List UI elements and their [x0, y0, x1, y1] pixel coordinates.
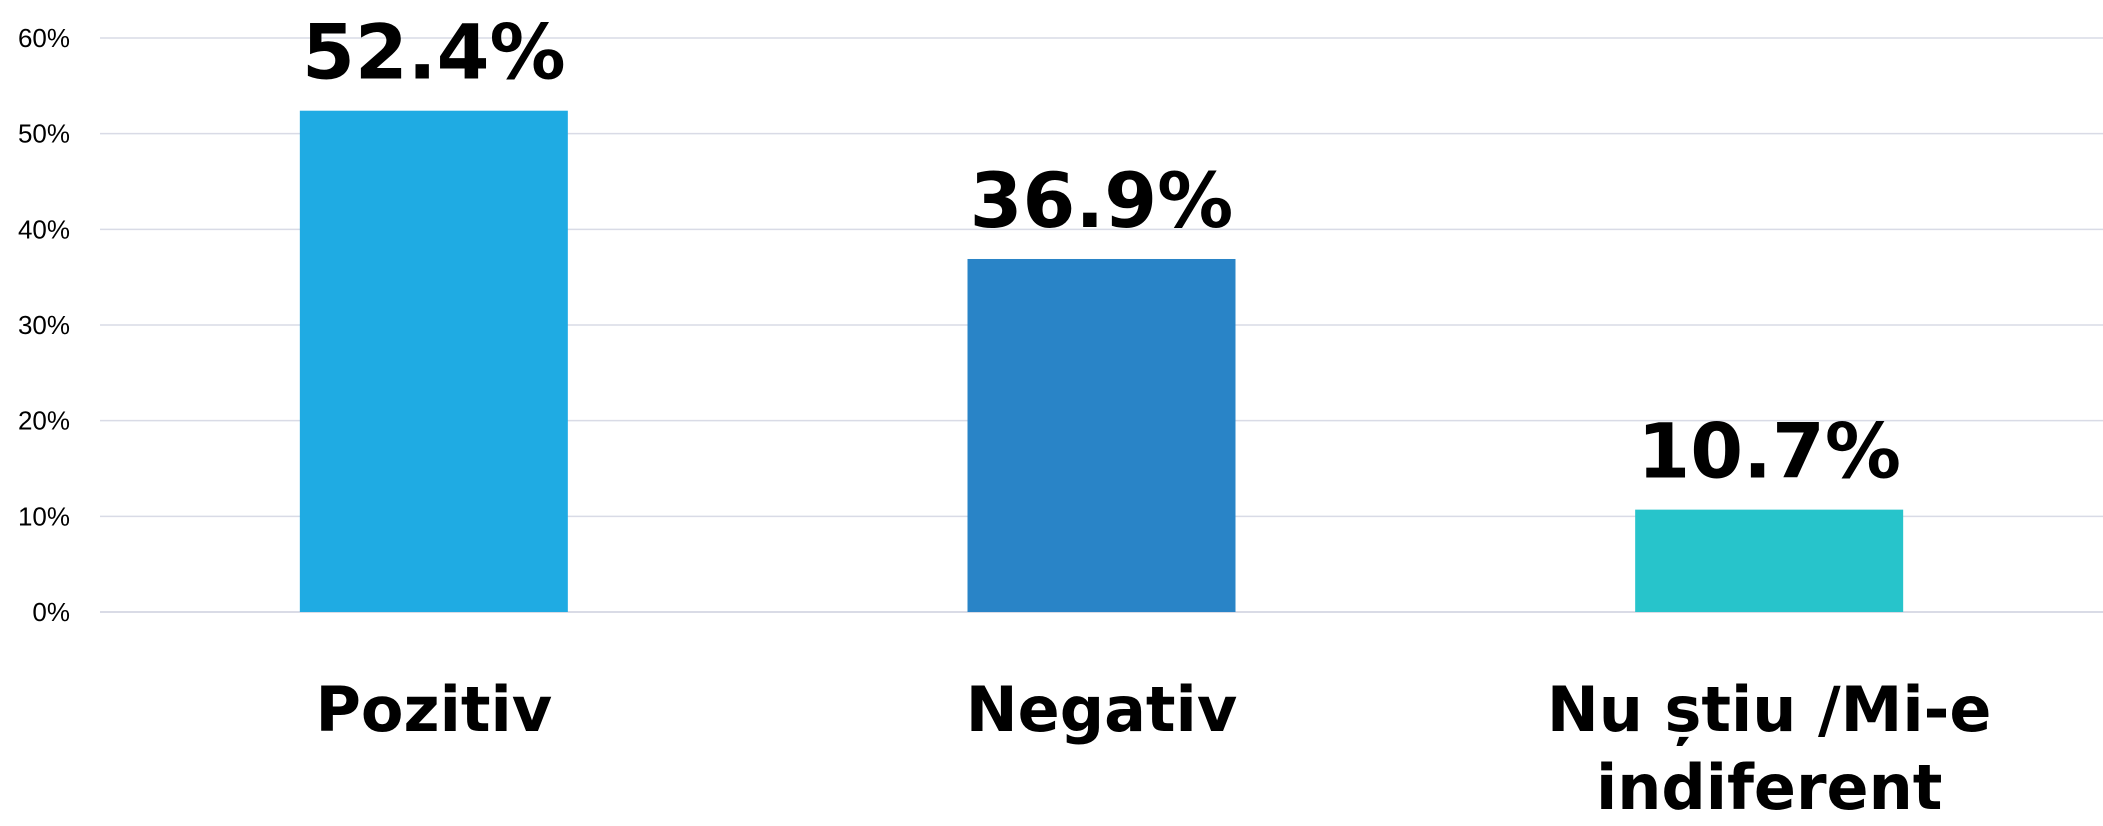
y-tick-label: 10%	[18, 501, 70, 531]
category-label: Negativ	[966, 673, 1237, 746]
value-label: 52.4%	[302, 8, 566, 97]
category-labels: Pozitiv Negativ Nu știu /Mi-e indiferent	[315, 673, 1991, 824]
y-tick-label: 50%	[18, 119, 70, 149]
value-label: 10.7%	[1637, 407, 1901, 496]
category-label-line: indiferent	[1596, 751, 1942, 824]
value-labels: 52.4% 36.9% 10.7%	[302, 8, 1901, 496]
category-label: Nu știu /Mi-e indiferent	[1547, 673, 1992, 824]
bar-1	[299, 110, 568, 612]
category-label: Pozitiv	[315, 673, 552, 746]
category-label-line: Pozitiv	[315, 673, 552, 746]
y-tick-label: 60%	[18, 23, 70, 53]
y-tick-label: 0%	[32, 597, 70, 627]
y-tick-label: 30%	[18, 310, 70, 340]
bars	[299, 110, 1904, 612]
category-label-line: Negativ	[966, 673, 1237, 746]
y-tick-label: 20%	[18, 406, 70, 436]
bar-3	[1635, 509, 1904, 612]
category-label-line: Nu știu /Mi-e	[1547, 673, 1992, 746]
bar-2	[967, 258, 1236, 612]
value-label: 36.9%	[970, 156, 1234, 245]
y-axis-tick-labels: 0% 10% 20% 30% 40% 50% 60%	[18, 23, 70, 627]
y-tick-label: 40%	[18, 214, 70, 244]
